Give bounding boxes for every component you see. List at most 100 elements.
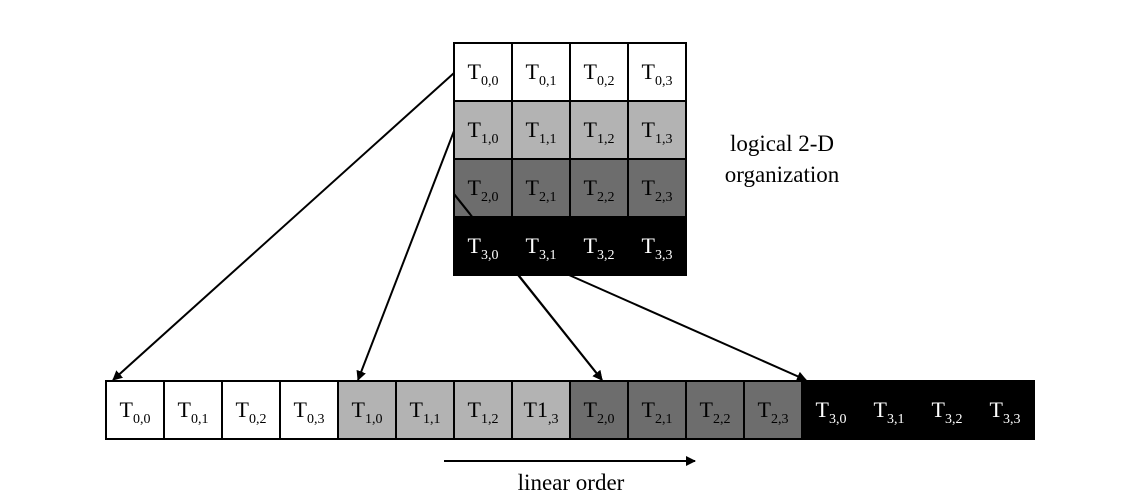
linear-cell: T1,2 xyxy=(454,381,512,439)
cell-label-subscript: 2,3 xyxy=(771,412,789,427)
cell-label-base: T xyxy=(642,117,656,142)
cell-label-base: T xyxy=(120,397,134,422)
grid-cell-box xyxy=(512,159,570,217)
cell-label-base: T xyxy=(642,233,656,258)
cell-label-subscript: 2,2 xyxy=(713,412,731,427)
cell-label-subscript: 3,3 xyxy=(655,248,673,263)
cell-label-subscript: 0,1 xyxy=(539,74,557,89)
cell-label-base: T xyxy=(352,397,366,422)
cell-label-subscript: 0,2 xyxy=(597,74,615,89)
cell-label-subscript: 2,0 xyxy=(481,190,499,205)
linear-cell-box xyxy=(744,381,802,439)
grid-cell-box xyxy=(628,159,686,217)
grid-cell-box xyxy=(570,101,628,159)
cell-label-base: T xyxy=(526,175,540,200)
grid-cell-box xyxy=(454,101,512,159)
cell-label-base: T xyxy=(410,397,424,422)
grid-cell-box xyxy=(512,101,570,159)
cell-label-base: T xyxy=(468,397,482,422)
side-label-line-1: logical 2-D xyxy=(702,128,862,159)
linear-order-caption: linear order xyxy=(446,470,696,496)
grid-cell-box xyxy=(570,159,628,217)
cell-label-subscript: 2,1 xyxy=(539,190,557,205)
cell-label-base: T xyxy=(526,59,540,84)
linear-cell: T0,0 xyxy=(106,381,164,439)
cell-label-subscript: 3,2 xyxy=(597,248,615,263)
row-mapping-arrow xyxy=(113,73,454,380)
linear-cell-box xyxy=(396,381,454,439)
linear-cell: T2,2 xyxy=(686,381,744,439)
cell-label-base: T xyxy=(990,397,1004,422)
linear-cell: T2,0 xyxy=(570,381,628,439)
grid-cell-box xyxy=(454,159,512,217)
cell-label-base: T1 xyxy=(524,397,548,422)
linear-cell: T3,1 xyxy=(860,381,918,439)
linear-cell: T2,3 xyxy=(744,381,802,439)
cell-label-base: T xyxy=(526,233,540,258)
linear-cell-box xyxy=(222,381,280,439)
cell-label-subscript: 1,3 xyxy=(655,132,673,147)
logical-2d-grid: T0,0 T0,1 T0,2 T0,3T1,0 T1,1 T1,2 T1,3T2,0 T2,1… xyxy=(454,43,686,275)
cell-label-subscript: 3,1 xyxy=(887,412,905,427)
row-mapping-arrow xyxy=(569,275,806,380)
logical-2d-organization-label: logical 2-D organization xyxy=(702,128,862,190)
cell-label-base: T xyxy=(584,117,598,142)
cell-label-base: T xyxy=(584,59,598,84)
linear-cell: T3,3 xyxy=(976,381,1034,439)
cell-label-subscript: 0,0 xyxy=(133,412,151,427)
cell-label-base: T xyxy=(178,397,192,422)
cell-label-subscript: 1,1 xyxy=(539,132,557,147)
grid-cell-box xyxy=(628,43,686,101)
cell-label-base: T xyxy=(816,397,830,422)
cell-label-base: T xyxy=(758,397,772,422)
linear-cell-box xyxy=(628,381,686,439)
cell-label-base: T xyxy=(468,175,482,200)
cell-label-base: T xyxy=(874,397,888,422)
linear-cell-box xyxy=(280,381,338,439)
linear-cell-box xyxy=(976,381,1034,439)
cell-label-base: T xyxy=(584,233,598,258)
cell-label-subscript: 1,1 xyxy=(423,412,441,427)
cell-label-subscript: 1,2 xyxy=(481,412,499,427)
row-2-mapping-arrow-segment xyxy=(518,275,602,380)
linear-cell: T3,2 xyxy=(918,381,976,439)
cell-label-subscript: 0,3 xyxy=(307,412,325,427)
cell-label-base: T xyxy=(642,59,656,84)
cell-label-base: T xyxy=(236,397,250,422)
cell-label-base: T xyxy=(468,59,482,84)
linear-cell: T1,0 xyxy=(338,381,396,439)
grid-cell: T0,3 xyxy=(628,43,686,101)
cell-label-subscript: 1,0 xyxy=(365,412,383,427)
linear-cell-box xyxy=(918,381,976,439)
cell-label-subscript: 3,1 xyxy=(539,248,557,263)
cell-label-subscript: 0,2 xyxy=(249,412,267,427)
cell-label-base: T xyxy=(584,175,598,200)
linear-thread-row: T0,0 T0,1 T0,2 T0,3 T1,0 T1,1 T1,2 T1,3 T2,0 T2,1… xyxy=(106,381,1034,439)
cell-label-subscript: ,3 xyxy=(548,412,559,427)
linear-cell: T2,1 xyxy=(628,381,686,439)
cell-label-subscript: 0,0 xyxy=(481,74,499,89)
grid-cell: T1,3 xyxy=(628,101,686,159)
cell-label-base: T xyxy=(468,117,482,142)
grid-cell: T1,0 xyxy=(454,101,512,159)
grid-cell-box xyxy=(454,217,512,275)
side-label-line-2: organization xyxy=(702,159,862,190)
grid-cell: T1,2 xyxy=(570,101,628,159)
cell-label-subscript: 1,2 xyxy=(597,132,615,147)
cell-label-subscript: 3,0 xyxy=(829,412,847,427)
cell-label-subscript: 3,3 xyxy=(1003,412,1021,427)
grid-cell: T3,2 xyxy=(570,217,628,275)
cell-label-base: T xyxy=(468,233,482,258)
linear-cell: T1,3 xyxy=(512,381,570,439)
linear-cell-box xyxy=(570,381,628,439)
grid-cell: T2,3 xyxy=(628,159,686,217)
cell-label-base: T xyxy=(584,397,598,422)
cell-label-subscript: 2,2 xyxy=(597,190,615,205)
linear-cell-box xyxy=(860,381,918,439)
cell-label-base: T xyxy=(932,397,946,422)
linear-cell: T0,1 xyxy=(164,381,222,439)
linear-cell-box xyxy=(164,381,222,439)
linear-cell-box xyxy=(454,381,512,439)
grid-cell: T3,1 xyxy=(512,217,570,275)
grid-cell: T0,2 xyxy=(570,43,628,101)
